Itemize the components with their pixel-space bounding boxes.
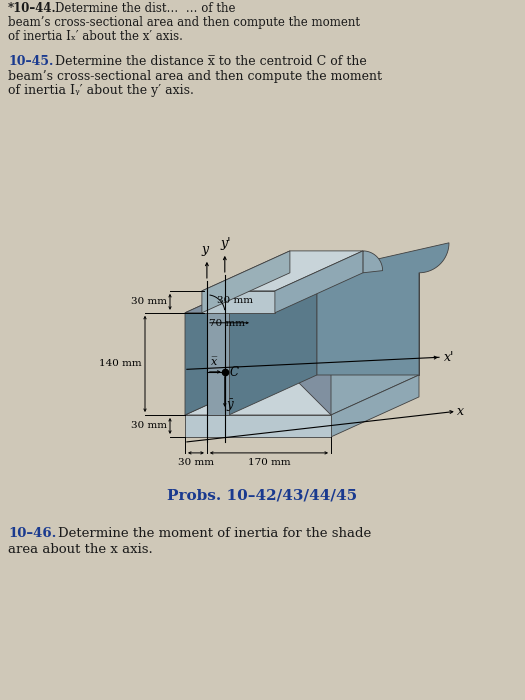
Polygon shape <box>202 291 275 313</box>
Text: C: C <box>230 366 239 379</box>
Text: y: y <box>202 243 208 256</box>
Polygon shape <box>185 273 273 415</box>
Text: Determine the distance x̅ to the centroid C of the: Determine the distance x̅ to the centroi… <box>55 55 367 68</box>
Polygon shape <box>202 251 290 313</box>
Polygon shape <box>275 251 363 313</box>
Polygon shape <box>331 273 419 415</box>
Polygon shape <box>229 273 419 415</box>
Polygon shape <box>207 313 229 415</box>
Polygon shape <box>317 243 449 375</box>
Polygon shape <box>363 251 383 273</box>
Text: 70 mm: 70 mm <box>209 318 245 328</box>
Polygon shape <box>229 273 317 415</box>
Text: beam’s cross-sectional area and then compute the moment: beam’s cross-sectional area and then com… <box>8 70 382 83</box>
Text: 170 mm: 170 mm <box>248 458 290 467</box>
Text: 30 mm: 30 mm <box>178 458 214 467</box>
Text: y': y' <box>220 237 231 250</box>
Text: of inertia Iᵧ′ about the y′ axis.: of inertia Iᵧ′ about the y′ axis. <box>8 84 194 97</box>
Text: beam’s cross-sectional area and then compute the moment: beam’s cross-sectional area and then com… <box>8 16 360 29</box>
Polygon shape <box>273 273 295 375</box>
Polygon shape <box>185 415 331 437</box>
Polygon shape <box>317 273 419 375</box>
Text: x̅: x̅ <box>211 357 217 367</box>
Text: area about the x axis.: area about the x axis. <box>8 543 153 556</box>
Text: x: x <box>457 405 464 418</box>
Polygon shape <box>331 375 419 437</box>
Polygon shape <box>185 375 419 415</box>
Text: 30 mm: 30 mm <box>131 421 167 430</box>
Text: Probs. 10–42/43/44/45: Probs. 10–42/43/44/45 <box>167 489 357 503</box>
Text: 30 mm: 30 mm <box>217 296 253 305</box>
Polygon shape <box>185 375 295 415</box>
Text: ȳ: ȳ <box>227 398 234 412</box>
Text: 30 mm: 30 mm <box>131 298 167 307</box>
Text: 10–45.: 10–45. <box>8 55 54 68</box>
Polygon shape <box>202 251 363 291</box>
Text: Determine the dist…  … of the: Determine the dist… … of the <box>55 2 236 15</box>
Text: 10–46.: 10–46. <box>8 527 56 540</box>
Text: 140 mm: 140 mm <box>99 359 142 368</box>
Text: of inertia Iₓ′ about the x′ axis.: of inertia Iₓ′ about the x′ axis. <box>8 30 183 43</box>
Text: x': x' <box>444 351 454 364</box>
Text: Determine the moment of inertia for the shade: Determine the moment of inertia for the … <box>58 527 374 540</box>
Text: *10–44.: *10–44. <box>8 2 57 15</box>
Polygon shape <box>185 273 295 313</box>
